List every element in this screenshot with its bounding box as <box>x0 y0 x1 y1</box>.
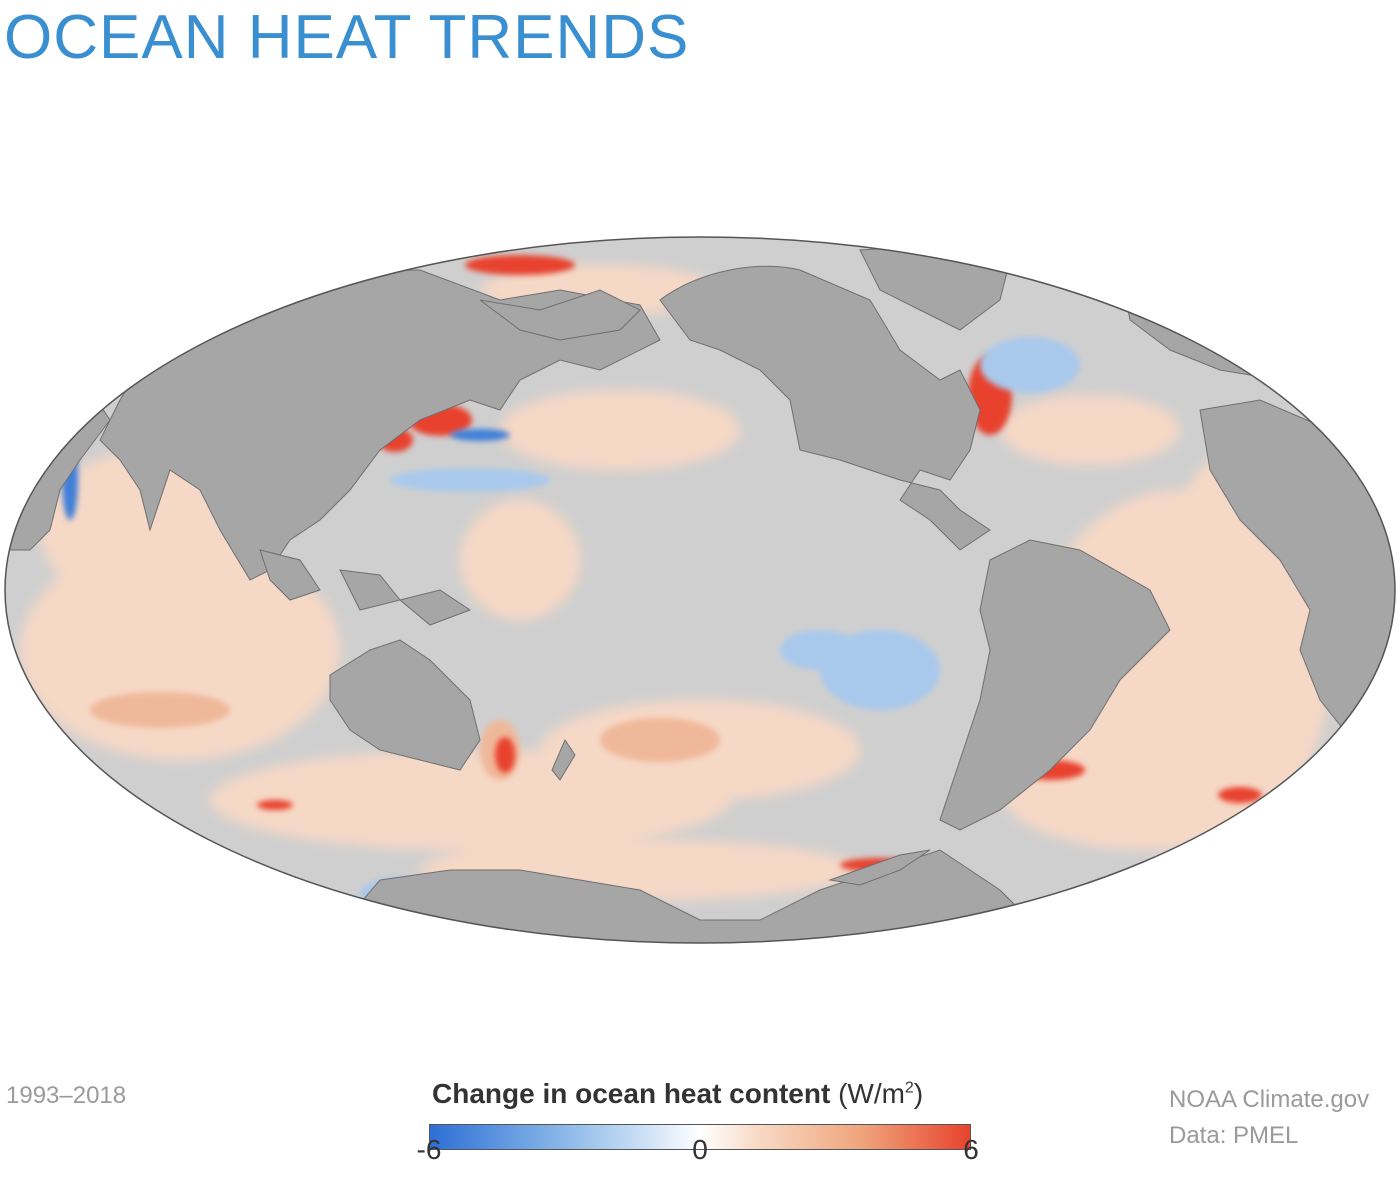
map-svg <box>4 236 1396 944</box>
legend-mid-label: 0 <box>692 1134 708 1165</box>
legend-title: Change in ocean heat content (W/m2) <box>432 1078 923 1110</box>
legend-unit: (W/m2) <box>838 1078 923 1109</box>
credit-block: NOAA Climate.gov Data: PMEL <box>1169 1082 1369 1154</box>
legend-color-bar <box>429 1124 971 1150</box>
globe-outline <box>4 236 1396 944</box>
legend-unit-sup: 2 <box>904 1079 914 1097</box>
legend-title-text: Change in ocean heat content <box>432 1078 831 1109</box>
date-range: 1993–2018 <box>6 1082 127 1109</box>
page-title: OCEAN HEAT TRENDS <box>4 3 690 72</box>
world-map <box>0 230 1400 950</box>
credit-source: NOAA Climate.gov <box>1169 1086 1370 1113</box>
legend-min-label: -6 <box>416 1134 442 1165</box>
legend-unit-close: ) <box>913 1078 924 1109</box>
legend-unit-open: (W/m <box>838 1078 905 1109</box>
land-masses <box>5 244 1395 943</box>
cool-trend-areas <box>360 337 1080 913</box>
credit-data: Data: PMEL <box>1169 1122 1299 1149</box>
legend-max-label: 6 <box>963 1134 979 1165</box>
